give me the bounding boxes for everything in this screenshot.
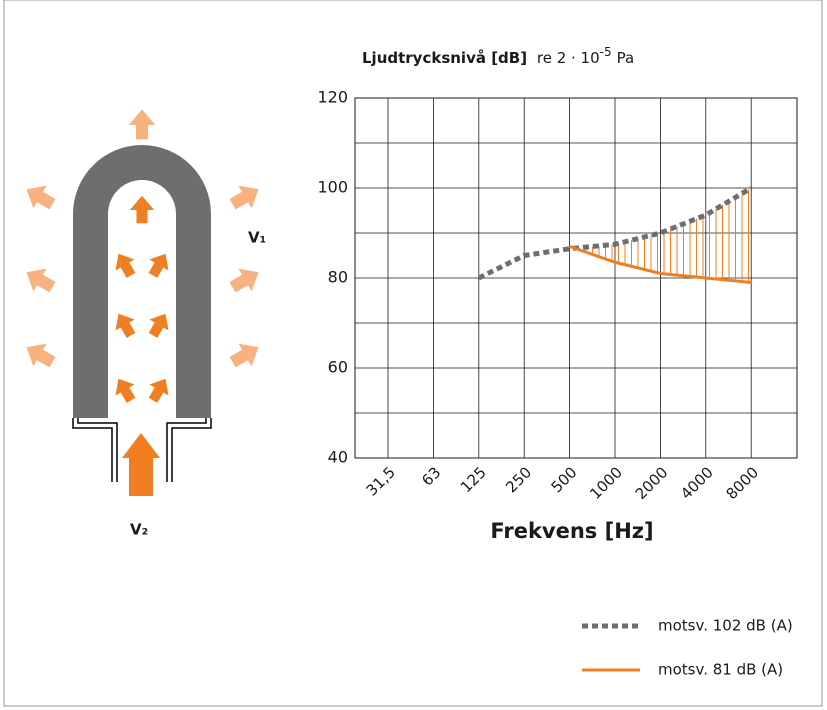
title-exponent: -5	[600, 45, 612, 59]
legend-label: motsv. 81 dB (A)	[658, 661, 783, 679]
series-line	[569, 245, 752, 284]
difference-hatch	[569, 188, 752, 283]
x-tick-label: 2000	[632, 463, 672, 503]
y-tick-label: 80	[328, 268, 348, 287]
legend-label: motsv. 102 dB (A)	[658, 617, 793, 635]
chart-title: Ljudtrycksnivå [dB] re 2 · 10-5 Pa	[362, 45, 634, 67]
y-tick-label: 120	[317, 88, 348, 107]
x-tick-label: 8000	[722, 463, 762, 503]
x-axis-label: Frekvens [Hz]	[490, 519, 653, 543]
inlet	[72, 418, 212, 482]
x-tick-label: 63	[418, 463, 444, 489]
title-unit: Pa	[617, 49, 635, 67]
plot-frame	[354, 97, 798, 459]
label-v1: V₁	[248, 229, 266, 247]
title-main: Ljudtrycksnivå [dB]	[362, 49, 527, 67]
series-line	[477, 185, 753, 281]
x-tick-label: 250	[502, 463, 535, 496]
label-v2: V₂	[130, 521, 148, 539]
y-tick-label: 100	[317, 178, 348, 197]
bent-pipe	[73, 145, 211, 418]
x-tick-label: 1000	[586, 463, 626, 503]
frame	[3, 0, 823, 707]
title-ref: re 2 · 10	[537, 49, 600, 67]
y-tick-label: 60	[328, 358, 348, 377]
inner-arrows	[108, 195, 176, 406]
x-tick-label: 31,5	[363, 463, 399, 499]
inlet-arrow	[122, 433, 160, 496]
x-tick-label: 500	[548, 463, 581, 496]
diagram: V₁ V₂	[19, 109, 266, 539]
x-tick-label: 4000	[677, 463, 717, 503]
y-tick-label: 40	[328, 448, 348, 467]
x-tick-label: 125	[457, 463, 490, 496]
